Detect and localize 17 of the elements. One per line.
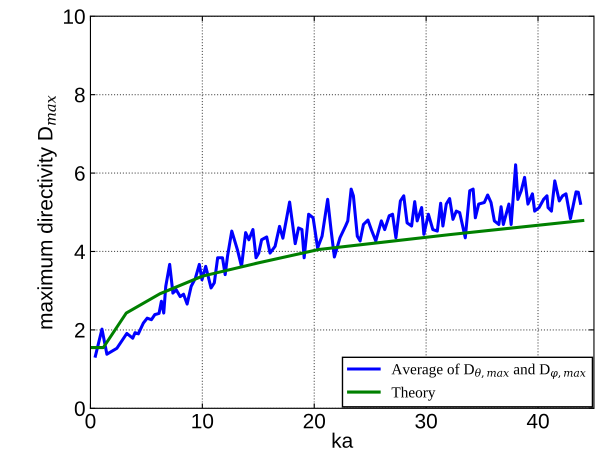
y-tick-label: 4 [74, 244, 85, 260]
legend-label: Average of D$_{θ,max}$ and D$_{φ,max}$ [392, 363, 586, 379]
line-series [94, 163, 582, 358]
x-tick-label: 10 [192, 414, 214, 428]
y-tick-label: 8 [74, 88, 85, 102]
x-tick-label: 40 [526, 414, 549, 428]
y-tick-label: 0 [74, 401, 85, 416]
y-axis-title: maximum directivity D$_{max}$ [37, 95, 57, 328]
x-axis-title: ka [332, 432, 354, 448]
line-series [90, 218, 584, 350]
legend-label: Theory [392, 386, 436, 401]
x-tick-label: 30 [415, 414, 437, 428]
x-tick-label: 0 [85, 414, 96, 428]
y-tick-label: 2 [75, 322, 85, 338]
x-tick-label: 20 [304, 414, 326, 428]
y-tick-label: 10 [64, 9, 85, 24]
y-tick-label: 6 [75, 166, 85, 181]
